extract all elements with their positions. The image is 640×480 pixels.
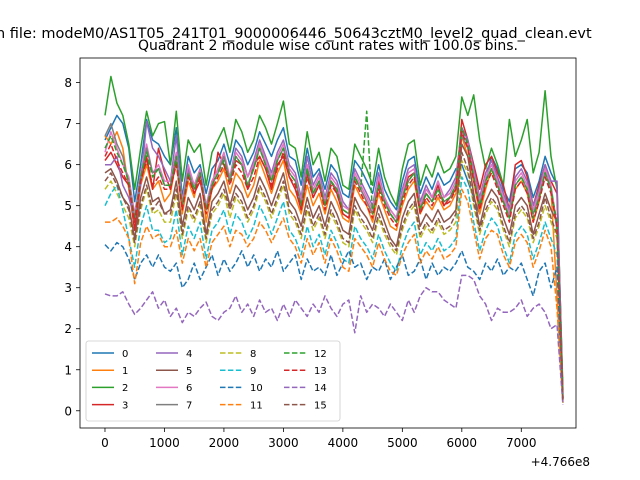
legend-frame: [85, 340, 341, 422]
y-tick-label: 1: [64, 363, 72, 377]
plot-frame: [79, 57, 577, 429]
series-layer: [104, 75, 564, 405]
legend-label-11: 11: [250, 400, 263, 411]
legend-label-6: 6: [186, 383, 192, 394]
y-tick-label: 8: [64, 76, 72, 90]
legend-label-2: 2: [122, 383, 128, 394]
y-tick-label: 6: [64, 158, 72, 172]
series-line-11: [105, 188, 564, 403]
x-tick-label: 2000: [209, 436, 240, 450]
x-tick-label: 3000: [268, 436, 299, 450]
y-tick-label: 0: [64, 404, 72, 418]
series-line-13: [104, 131, 564, 399]
y-tick-label: 7: [64, 117, 72, 131]
legend-label-8: 8: [250, 349, 256, 360]
legend-label-4: 4: [186, 349, 192, 360]
series-line-15: [104, 151, 564, 401]
x-tick-label: 0: [101, 436, 109, 450]
x-tick-label: 6000: [447, 436, 478, 450]
y-tick-label: 4: [64, 240, 72, 254]
series-line-9: [104, 176, 564, 403]
legend-label-14: 14: [314, 383, 327, 394]
legend-label-15: 15: [314, 400, 327, 411]
legend-label-1: 1: [122, 366, 128, 377]
legend-label-3: 3: [122, 400, 128, 411]
series-line-14: [104, 274, 564, 405]
series-line-2: [104, 75, 564, 391]
figure-suptitle: n file: modeM0/AS1T05_241T01_9000006446_…: [0, 26, 592, 42]
y-tick-label: 5: [64, 199, 72, 213]
legend-label-12: 12: [314, 349, 327, 360]
legend-label-0: 0: [122, 349, 128, 360]
chart-title: Quadrant 2 module wise count rates with …: [138, 38, 518, 54]
legend-label-13: 13: [314, 366, 327, 377]
x-tick-label: 1000: [149, 436, 180, 450]
legend-label-7: 7: [186, 400, 192, 411]
legend-label-5: 5: [186, 366, 192, 377]
series-line-8: [104, 159, 564, 401]
x-tick-label: 5000: [387, 436, 418, 450]
x-tick-label: 4000: [328, 436, 359, 450]
y-tick-label: 2: [64, 322, 72, 336]
legend-label-9: 9: [250, 366, 256, 377]
y-tick-label: 3: [64, 281, 72, 295]
legend-label-10: 10: [250, 383, 263, 394]
series-line-5: [104, 143, 564, 401]
x-offset-label: +4.766e8: [531, 455, 590, 469]
x-tick-label: 7000: [506, 436, 537, 450]
series-line-10: [104, 241, 564, 403]
